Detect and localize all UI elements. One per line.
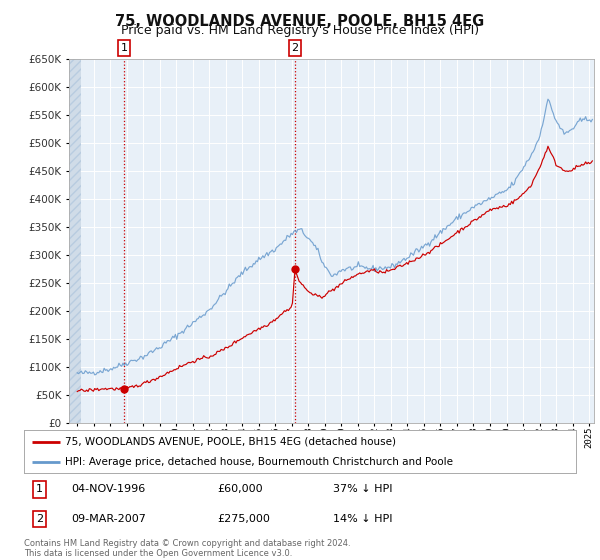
Text: 09-MAR-2007: 09-MAR-2007 bbox=[71, 514, 146, 524]
Text: £60,000: £60,000 bbox=[217, 484, 263, 494]
Text: 1: 1 bbox=[121, 43, 128, 53]
Text: 37% ↓ HPI: 37% ↓ HPI bbox=[333, 484, 392, 494]
Text: 2: 2 bbox=[36, 514, 43, 524]
Text: 75, WOODLANDS AVENUE, POOLE, BH15 4EG: 75, WOODLANDS AVENUE, POOLE, BH15 4EG bbox=[115, 14, 485, 29]
Text: 04-NOV-1996: 04-NOV-1996 bbox=[71, 484, 145, 494]
Text: 1: 1 bbox=[36, 484, 43, 494]
Text: 14% ↓ HPI: 14% ↓ HPI bbox=[333, 514, 392, 524]
Text: £275,000: £275,000 bbox=[217, 514, 270, 524]
Text: Price paid vs. HM Land Registry's House Price Index (HPI): Price paid vs. HM Land Registry's House … bbox=[121, 24, 479, 37]
Text: 2: 2 bbox=[292, 43, 299, 53]
Text: HPI: Average price, detached house, Bournemouth Christchurch and Poole: HPI: Average price, detached house, Bour… bbox=[65, 456, 454, 466]
Bar bbox=[69, 59, 82, 423]
Text: 75, WOODLANDS AVENUE, POOLE, BH15 4EG (detached house): 75, WOODLANDS AVENUE, POOLE, BH15 4EG (d… bbox=[65, 437, 397, 447]
Text: Contains HM Land Registry data © Crown copyright and database right 2024.
This d: Contains HM Land Registry data © Crown c… bbox=[24, 539, 350, 558]
